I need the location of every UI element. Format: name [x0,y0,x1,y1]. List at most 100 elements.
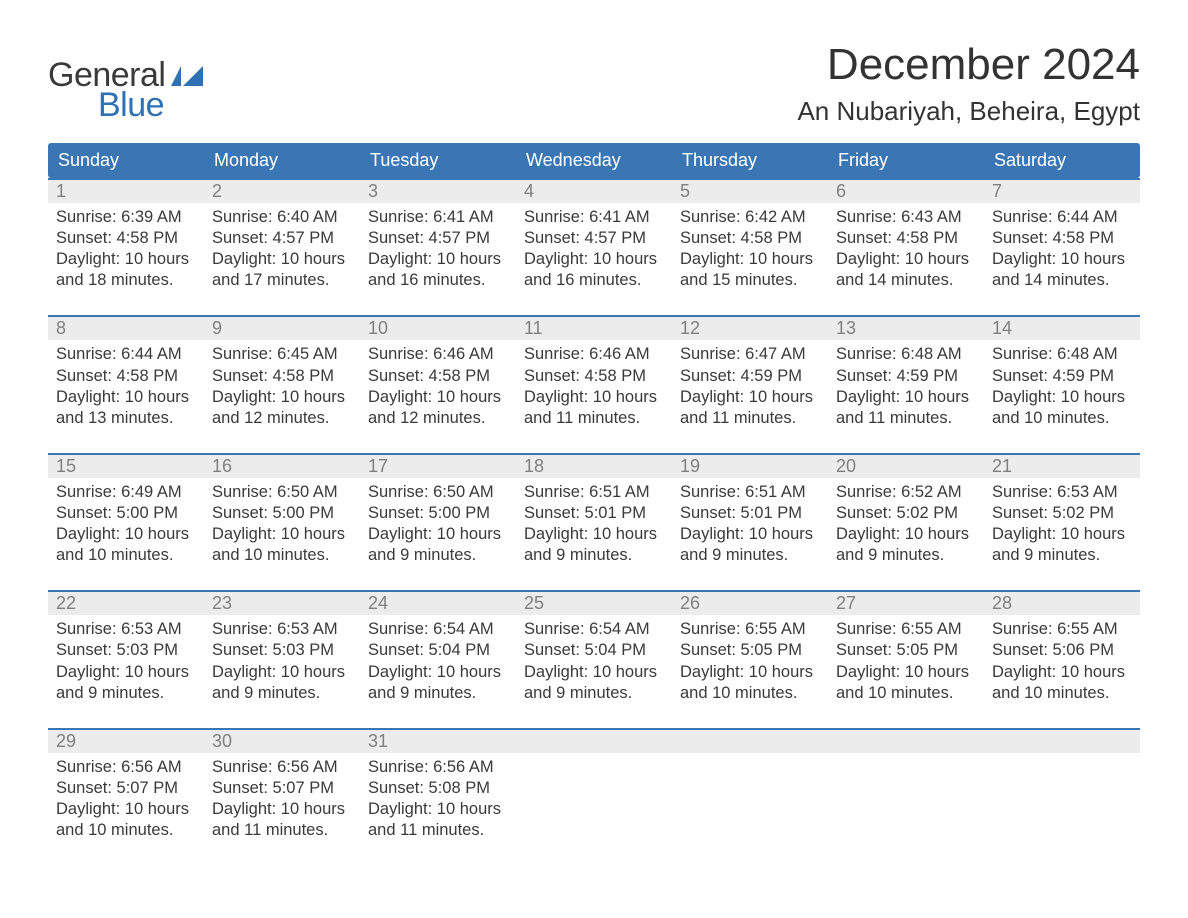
day-number-cell [672,730,828,753]
day-header: Wednesday [516,143,672,178]
day-sunset: Sunset: 4:58 PM [992,228,1132,249]
day-sunset: Sunset: 5:07 PM [212,778,352,799]
day-number-cell: 30 [204,730,360,753]
day-sunset: Sunset: 4:58 PM [56,228,196,249]
day-body: Sunrise: 6:39 AMSunset: 4:58 PMDaylight:… [48,203,204,301]
day-d2: and 14 minutes. [992,270,1132,291]
day-number-cell: 12 [672,317,828,340]
day-number: 31 [360,730,516,753]
day-number: 22 [48,592,204,615]
day-number: 18 [516,455,672,478]
day-d1: Daylight: 10 hours [368,387,508,408]
day-d1: Daylight: 10 hours [56,662,196,683]
day-body: Sunrise: 6:55 AMSunset: 5:05 PMDaylight:… [828,615,984,713]
day-sunrise: Sunrise: 6:39 AM [56,207,196,228]
day-number: 17 [360,455,516,478]
day-sunrise: Sunrise: 6:41 AM [524,207,664,228]
day-sunrise: Sunrise: 6:50 AM [212,482,352,503]
day-d1: Daylight: 10 hours [524,249,664,270]
day-d1: Daylight: 10 hours [992,387,1132,408]
day-d1: Daylight: 10 hours [680,387,820,408]
day-body [828,753,984,851]
month-title: December 2024 [797,40,1140,90]
day-sunset: Sunset: 5:00 PM [56,503,196,524]
day-number-cell: 14 [984,317,1140,340]
day-number-cell: 8 [48,317,204,340]
day-sunset: Sunset: 4:58 PM [836,228,976,249]
day-number: 21 [984,455,1140,478]
day-sunset: Sunset: 4:59 PM [992,366,1132,387]
day-number-cell: 15 [48,455,204,478]
day-number: 2 [204,180,360,203]
day-number-cell: 13 [828,317,984,340]
day-sunset: Sunset: 5:03 PM [56,640,196,661]
day-sunrise: Sunrise: 6:44 AM [992,207,1132,228]
day-d1: Daylight: 10 hours [368,249,508,270]
day-number: 30 [204,730,360,753]
day-d2: and 10 minutes. [56,545,196,566]
day-number-cell: 16 [204,455,360,478]
day-body: Sunrise: 6:54 AMSunset: 5:04 PMDaylight:… [516,615,672,713]
day-number-cell: 9 [204,317,360,340]
day-d2: and 9 minutes. [524,545,664,566]
calendar-week: 293031Sunrise: 6:56 AMSunset: 5:07 PMDay… [48,728,1140,851]
day-number-cell: 10 [360,317,516,340]
day-body: Sunrise: 6:43 AMSunset: 4:58 PMDaylight:… [828,203,984,301]
day-d1: Daylight: 10 hours [56,524,196,545]
day-number-cell: 29 [48,730,204,753]
day-number-cell: 21 [984,455,1140,478]
day-number: 9 [204,317,360,340]
day-d2: and 10 minutes. [992,408,1132,429]
day-number-cell: 7 [984,180,1140,203]
day-body: Sunrise: 6:45 AMSunset: 4:58 PMDaylight:… [204,340,360,438]
day-body: Sunrise: 6:55 AMSunset: 5:05 PMDaylight:… [672,615,828,713]
day-number: 27 [828,592,984,615]
day-number-cell: 1 [48,180,204,203]
day-sunset: Sunset: 5:01 PM [524,503,664,524]
day-sunrise: Sunrise: 6:41 AM [368,207,508,228]
day-body: Sunrise: 6:41 AMSunset: 4:57 PMDaylight:… [516,203,672,301]
calendar-week: 1234567Sunrise: 6:39 AMSunset: 4:58 PMDa… [48,178,1140,301]
day-d2: and 9 minutes. [524,683,664,704]
day-number-cell [828,730,984,753]
day-d1: Daylight: 10 hours [56,249,196,270]
day-number: 13 [828,317,984,340]
day-sunrise: Sunrise: 6:50 AM [368,482,508,503]
day-number-cell: 27 [828,592,984,615]
day-number-cell [984,730,1140,753]
day-sunset: Sunset: 4:58 PM [680,228,820,249]
day-sunset: Sunset: 4:58 PM [56,366,196,387]
day-sunrise: Sunrise: 6:51 AM [524,482,664,503]
day-number: 8 [48,317,204,340]
calendar-header-row: Sunday Monday Tuesday Wednesday Thursday… [48,143,1140,178]
day-body: Sunrise: 6:53 AMSunset: 5:03 PMDaylight:… [204,615,360,713]
day-d1: Daylight: 10 hours [680,524,820,545]
day-sunrise: Sunrise: 6:54 AM [524,619,664,640]
day-d1: Daylight: 10 hours [56,799,196,820]
day-d1: Daylight: 10 hours [56,387,196,408]
day-body: Sunrise: 6:56 AMSunset: 5:08 PMDaylight:… [360,753,516,851]
day-header: Tuesday [360,143,516,178]
day-body: Sunrise: 6:53 AMSunset: 5:03 PMDaylight:… [48,615,204,713]
logo-text-blue: Blue [48,88,203,122]
day-d1: Daylight: 10 hours [524,662,664,683]
day-sunset: Sunset: 4:58 PM [212,366,352,387]
day-sunset: Sunset: 4:57 PM [524,228,664,249]
day-d2: and 18 minutes. [56,270,196,291]
day-d1: Daylight: 10 hours [368,524,508,545]
day-sunset: Sunset: 4:58 PM [368,366,508,387]
day-body: Sunrise: 6:49 AMSunset: 5:00 PMDaylight:… [48,478,204,576]
day-sunrise: Sunrise: 6:44 AM [56,344,196,365]
day-d2: and 10 minutes. [836,683,976,704]
day-d2: and 9 minutes. [368,545,508,566]
day-sunrise: Sunrise: 6:55 AM [992,619,1132,640]
day-d2: and 9 minutes. [836,545,976,566]
day-d1: Daylight: 10 hours [212,249,352,270]
day-d1: Daylight: 10 hours [836,662,976,683]
day-sunrise: Sunrise: 6:55 AM [680,619,820,640]
day-sunrise: Sunrise: 6:55 AM [836,619,976,640]
day-d2: and 11 minutes. [212,820,352,841]
day-body: Sunrise: 6:46 AMSunset: 4:58 PMDaylight:… [516,340,672,438]
day-sunrise: Sunrise: 6:45 AM [212,344,352,365]
header-region: General Blue December 2024 An Nubariyah,… [48,40,1140,127]
